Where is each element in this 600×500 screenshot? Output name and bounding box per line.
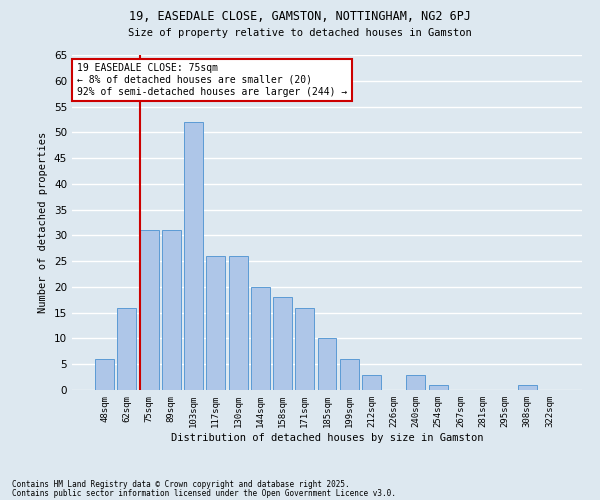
- X-axis label: Distribution of detached houses by size in Gamston: Distribution of detached houses by size …: [171, 432, 483, 442]
- Bar: [118, 308, 136, 390]
- Bar: [251, 287, 270, 390]
- Bar: [317, 338, 337, 390]
- Text: Size of property relative to detached houses in Gamston: Size of property relative to detached ho…: [128, 28, 472, 38]
- Bar: [518, 385, 536, 390]
- Bar: [273, 297, 292, 390]
- Bar: [95, 359, 114, 390]
- Bar: [229, 256, 248, 390]
- Bar: [206, 256, 225, 390]
- Bar: [429, 385, 448, 390]
- Bar: [140, 230, 158, 390]
- Text: Contains HM Land Registry data © Crown copyright and database right 2025.: Contains HM Land Registry data © Crown c…: [12, 480, 350, 489]
- Bar: [362, 374, 381, 390]
- Text: Contains public sector information licensed under the Open Government Licence v3: Contains public sector information licen…: [12, 489, 396, 498]
- Bar: [295, 308, 314, 390]
- Bar: [406, 374, 425, 390]
- Bar: [162, 230, 181, 390]
- Bar: [340, 359, 359, 390]
- Text: 19, EASEDALE CLOSE, GAMSTON, NOTTINGHAM, NG2 6PJ: 19, EASEDALE CLOSE, GAMSTON, NOTTINGHAM,…: [129, 10, 471, 23]
- Y-axis label: Number of detached properties: Number of detached properties: [38, 132, 49, 313]
- Text: 19 EASEDALE CLOSE: 75sqm
← 8% of detached houses are smaller (20)
92% of semi-de: 19 EASEDALE CLOSE: 75sqm ← 8% of detache…: [77, 64, 347, 96]
- Bar: [184, 122, 203, 390]
